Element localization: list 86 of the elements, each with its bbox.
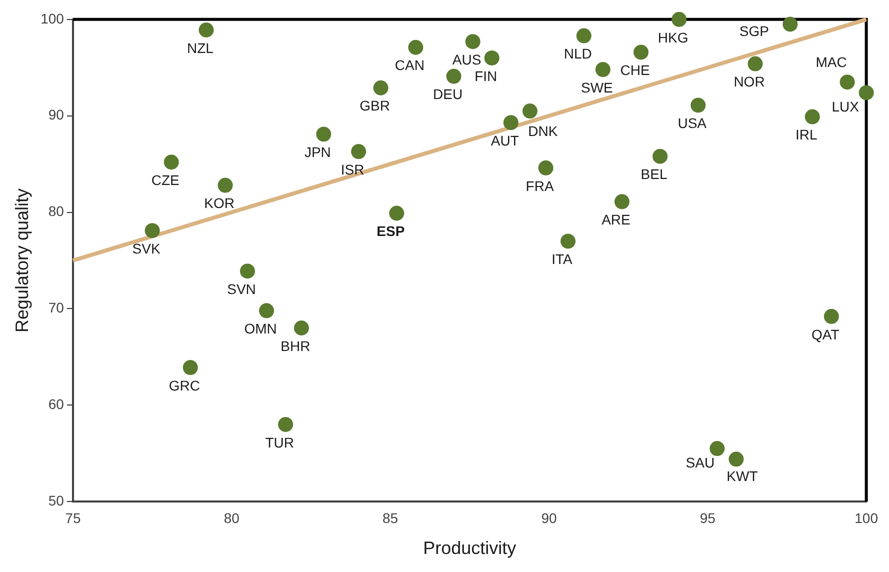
annotation: CHE — [620, 62, 650, 78]
point — [373, 80, 388, 96]
point — [824, 308, 839, 324]
annotation: SAU — [686, 454, 715, 470]
point — [144, 223, 160, 238]
point — [595, 62, 610, 78]
point — [652, 148, 668, 164]
point — [240, 264, 255, 279]
y-tick-label: 90 — [48, 106, 64, 123]
point — [389, 206, 404, 221]
point — [503, 115, 518, 130]
annotation: ITA — [552, 251, 574, 268]
annotation: BEL — [640, 166, 668, 182]
point — [316, 126, 332, 142]
annotation: IRL — [795, 126, 818, 143]
point — [804, 109, 820, 124]
point — [710, 441, 725, 456]
annotation: DNK — [528, 122, 558, 139]
annotation: JPN — [304, 144, 331, 160]
point — [465, 34, 480, 50]
annotation: SVK — [132, 240, 161, 256]
annotation: ESP — [376, 223, 405, 240]
point — [522, 104, 538, 119]
annotation: OMN — [244, 320, 277, 337]
annotation: DEU — [432, 86, 463, 102]
annotation: SGP — [739, 23, 769, 40]
annotation: ISR — [340, 161, 364, 178]
point — [164, 154, 179, 170]
point — [840, 74, 855, 90]
point — [182, 360, 198, 376]
point — [690, 98, 706, 113]
point — [634, 44, 649, 60]
y-tick-label: 100 — [40, 10, 64, 26]
point — [748, 56, 763, 72]
annotation: QAT — [812, 326, 840, 342]
annotation: KOR — [204, 195, 234, 212]
point — [672, 12, 687, 27]
annotation: MAC — [816, 54, 847, 70]
annotation: NZL — [187, 40, 214, 56]
point — [728, 452, 744, 467]
annotation: GBR — [360, 98, 390, 114]
annotation: FIN — [474, 68, 498, 84]
annotation: AUS — [452, 51, 482, 68]
annotation: KWT — [726, 468, 758, 484]
x-tick-label: 100 — [854, 510, 878, 526]
point — [294, 320, 309, 336]
point — [484, 50, 500, 66]
point — [576, 28, 592, 44]
x-tick-label: 75 — [65, 510, 81, 526]
annotation: FRA — [526, 178, 554, 194]
annotation: HKG — [658, 29, 688, 46]
point — [858, 85, 874, 100]
y-tick-label: 50 — [48, 492, 64, 508]
point — [198, 22, 214, 38]
x-axis-title: Productivity — [423, 538, 516, 558]
x-tick-label: 80 — [224, 510, 240, 526]
point — [446, 68, 462, 84]
point — [782, 16, 798, 32]
y-axis-title: Regulatory quality — [12, 188, 32, 333]
y-tick-label: 80 — [48, 203, 64, 220]
annotation: GRC — [168, 377, 200, 394]
point — [538, 160, 554, 176]
point — [278, 416, 294, 432]
annotation: LUX — [832, 98, 860, 115]
annotation: BHR — [280, 338, 310, 354]
annotation: SWE — [580, 79, 613, 96]
annotation: TUR — [265, 434, 294, 450]
annotation: SVN — [227, 280, 256, 297]
annotation: ARE — [602, 212, 630, 228]
annotation: CAN — [394, 57, 424, 74]
point — [218, 178, 233, 193]
point — [614, 194, 630, 210]
x-tick-label: 90 — [541, 510, 557, 526]
y-tick-label: 70 — [48, 300, 64, 316]
y-tick-label: 60 — [48, 396, 64, 412]
point — [560, 234, 576, 249]
x-tick-label: 85 — [382, 510, 398, 526]
annotation: AUT — [490, 132, 520, 148]
annotation: USA — [678, 115, 708, 132]
point — [351, 144, 366, 160]
annotation: NOR — [734, 74, 765, 90]
point — [259, 303, 274, 318]
annotation: CZE — [151, 172, 180, 188]
x-tick-label: 95 — [700, 510, 716, 526]
annotation: NLD — [564, 46, 592, 62]
point — [408, 40, 424, 55]
